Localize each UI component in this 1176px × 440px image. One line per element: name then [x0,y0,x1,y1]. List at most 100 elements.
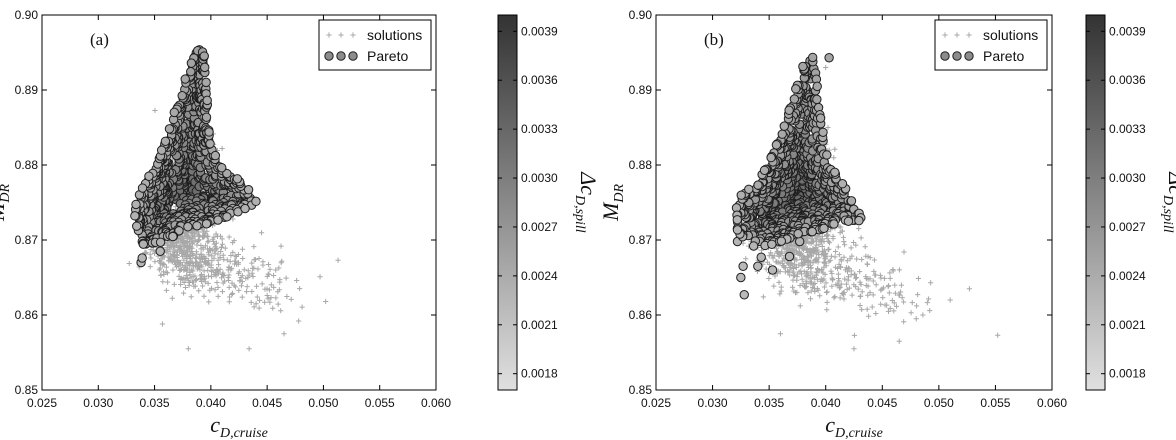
y-tick-label: 0.89 [629,83,653,97]
solution-point [885,308,892,314]
solution-point [831,155,837,161]
solution-point [184,272,190,278]
solution-point [835,244,841,250]
solution-point [160,261,167,267]
solution-point [165,279,171,285]
solution-point [170,267,176,273]
solution-point [255,266,261,272]
pareto-point [812,81,822,92]
pareto-point [177,90,187,101]
solution-point [822,271,828,277]
solution-point [213,247,219,253]
solution-point [219,236,225,242]
solution-point [219,288,226,295]
solution-point [266,287,273,293]
solution-point [797,303,803,309]
solution-point [190,268,196,274]
solution-point [226,299,232,305]
colorbar-label-sub: D,spill [572,194,587,233]
solution-point [878,287,884,293]
pareto-point [137,183,148,193]
solution-point [182,230,188,237]
pareto-point [736,190,746,200]
solution-point [264,273,270,279]
x-tick-label: 0.035 [140,396,170,410]
colorbar: 0.0018 0.0021 0.0024 0.0027 0.0030 0.0033 0.00… [497,14,601,391]
solution-point [202,254,208,260]
solution-point [218,248,224,255]
x-tick-label: 0.040 [811,396,841,410]
solution-point [845,274,852,280]
colorbar-tick-label: 0.0024 [1109,269,1146,283]
solution-point [913,303,920,309]
solution-point [249,270,255,276]
solution-point [166,243,172,249]
solution-point [790,263,796,269]
solution-point [195,263,202,269]
pareto-point [240,203,250,214]
solution-point [225,275,231,281]
pareto-point [794,236,805,247]
solution-point [201,268,207,274]
solution-point [792,290,799,296]
solution-point [892,282,898,288]
y-tick-label: 0.90 [15,8,39,22]
solution-point [871,257,878,263]
y-axis: 0.85 0.86 0.87 0.88 0.89 0.90 [15,8,436,397]
solution-point [864,261,870,267]
x-tick-label: 0.035 [754,396,784,410]
solution-point [829,283,835,289]
solution-point [873,310,879,317]
solution-point [901,249,907,255]
solution-point [273,267,279,273]
pareto-point [846,196,857,206]
pareto-point [205,139,215,149]
solution-point [823,289,830,296]
x-tick-label: 0.030 [698,396,728,410]
solution-point [890,268,896,274]
series-pareto [130,45,261,268]
solution-point [839,228,846,234]
solution-point [873,282,879,288]
pareto-point [210,150,221,161]
solution-point [891,300,897,306]
colorbar-tick-label: 0.0018 [521,367,558,381]
solution-point [879,286,885,292]
solution-point [819,248,825,255]
solution-point [819,236,826,242]
solution-point [226,294,233,300]
solution-point [182,252,188,258]
solution-point [256,297,263,303]
y-tick-label: 0.89 [15,83,39,97]
solution-point [250,273,256,280]
pareto-point [186,66,196,77]
solution-point [205,273,212,279]
solution-point [176,244,182,250]
solution-point [235,251,241,258]
pareto-point [753,261,763,271]
solution-point [199,276,205,283]
solution-point [811,248,817,254]
solution-point [196,264,202,270]
solution-point [807,296,814,302]
solution-point [859,306,865,313]
solution-point [270,272,277,279]
pareto-point [784,251,795,262]
solution-point [180,262,186,268]
solution-point [186,253,192,259]
solution-point [856,226,862,232]
solution-point [189,267,195,273]
solution-point [258,230,265,236]
solution-point [201,234,207,240]
solution-point [294,277,300,284]
legend-plus-marker [966,32,972,38]
solution-point [212,270,218,276]
solution-point [157,259,163,265]
solution-point [823,254,829,260]
solution-point [192,283,198,289]
solution-point [791,273,798,279]
chart-panel-a: 0.025 0.030 0.035 0.040 0.045 0.050 0.055 0.060… [0,8,601,440]
x-axis-label-sub: D,cruise [834,426,883,440]
solution-point [798,260,805,266]
solution-point [805,274,811,280]
